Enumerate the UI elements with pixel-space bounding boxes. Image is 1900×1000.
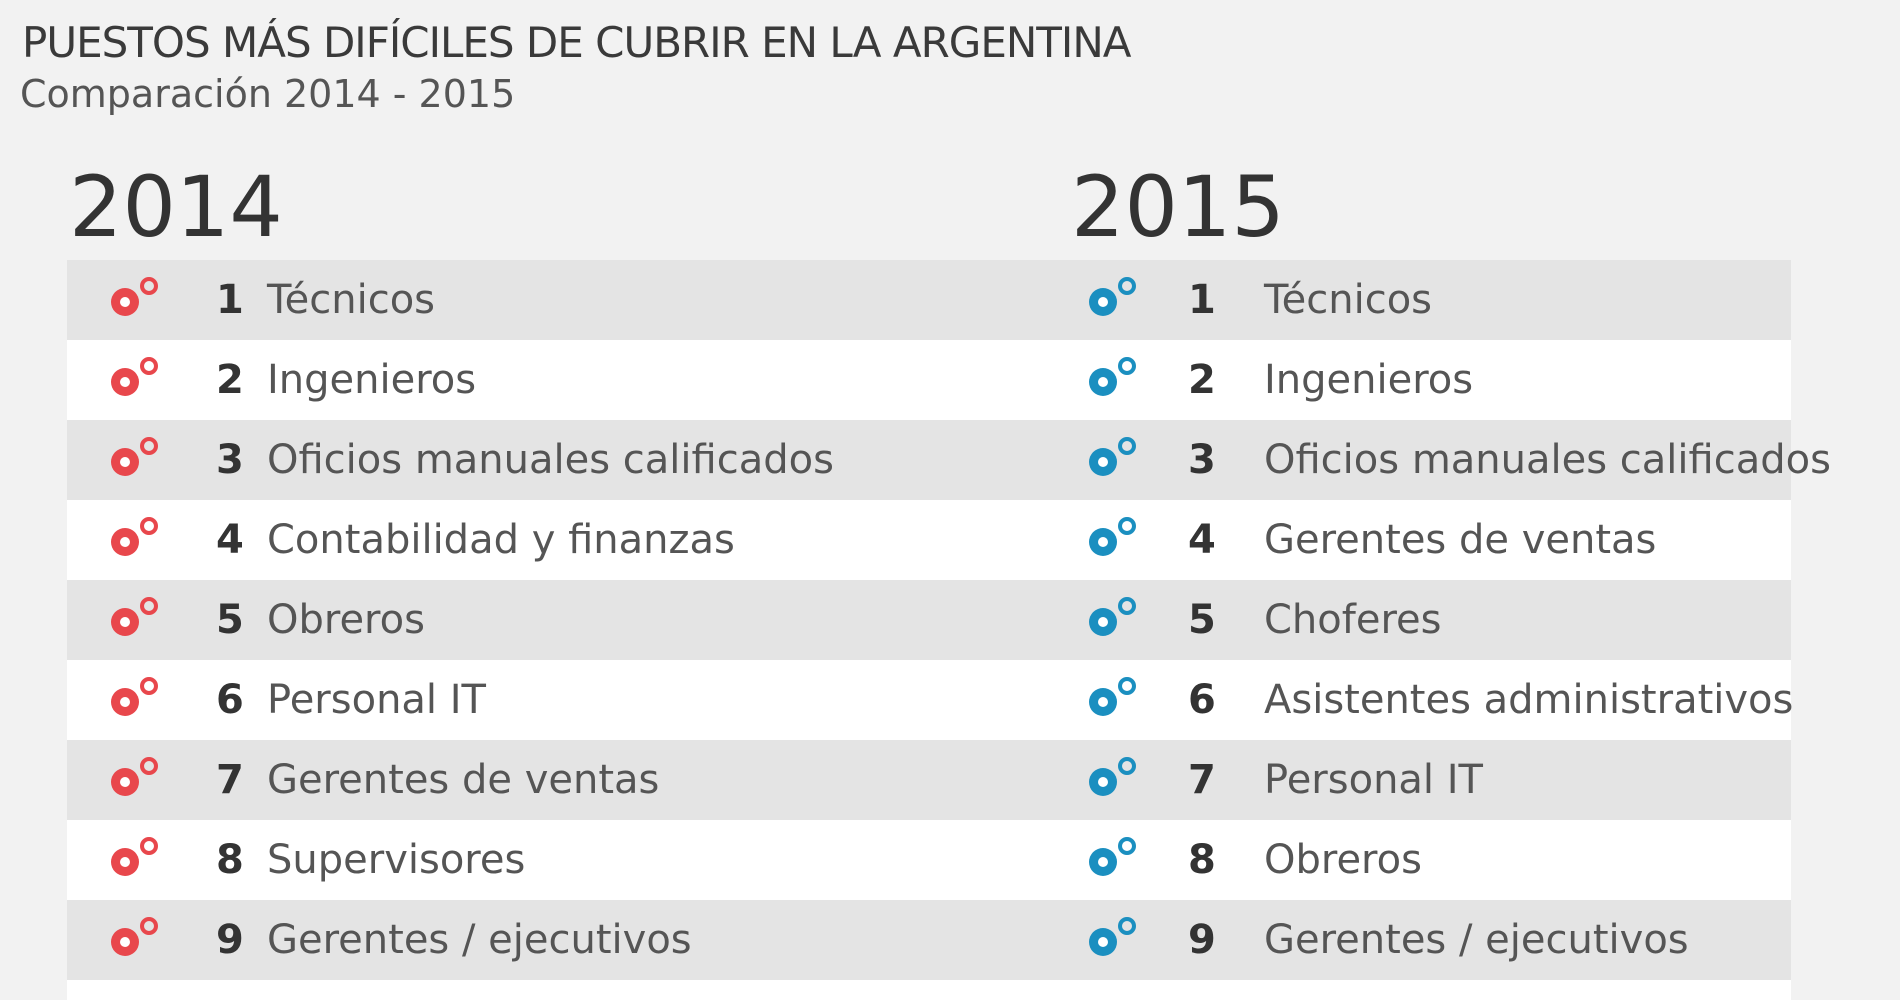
icon-shape [111,437,158,476]
icon-shape [111,517,158,556]
job-label: Asistentes administrativos [1264,677,1794,723]
job-label: Choferes [1264,597,1442,643]
rank-number: 3 [1188,437,1216,483]
rank-number: 6 [216,677,244,723]
row-icon [1083,672,1139,728]
icon-shape [1089,357,1136,396]
row-icon [105,912,161,968]
row-icon [105,512,161,568]
rank-number: 7 [1188,757,1216,803]
rank-number: 7 [216,757,244,803]
row-icon [1083,592,1139,648]
row-band [67,740,1791,820]
year-heading: 2014 [69,158,283,256]
rank-number: 8 [1188,837,1216,883]
row-icon [1083,752,1139,808]
icon-shape [1089,757,1136,796]
row-icon [1083,352,1139,408]
row-band [67,580,1791,660]
row-icon [1083,512,1139,568]
job-label: Gerentes de ventas [267,757,660,803]
row-icon [1083,432,1139,488]
icon-shape [1089,677,1136,716]
job-label: Ingenieros [267,357,477,403]
job-label: Obreros [1264,837,1422,883]
job-label: Técnicos [1264,277,1433,323]
row-icon [105,352,161,408]
icon-shape [111,357,158,396]
rank-number: 5 [216,597,244,643]
row-icon [105,672,161,728]
row-icon [1083,912,1139,968]
rank-number: 1 [1188,277,1216,323]
job-label: Ingenieros [1264,357,1474,403]
icon-shape [1089,837,1136,876]
row-band [67,900,1791,980]
rank-number: 2 [216,357,244,403]
icon-shape [1089,277,1136,316]
job-label: Gerentes de ventas [1264,517,1657,563]
icon-shape [111,837,158,876]
rank-number: 8 [216,837,244,883]
rank-number: 9 [216,917,244,963]
row-band [67,420,1791,500]
job-label: Oficios manuales calificados [1264,437,1831,483]
icon-shape [1089,917,1136,956]
rank-number: 4 [216,517,244,563]
row-icon [105,832,161,888]
row-band [67,660,1791,740]
job-label: Personal IT [1264,757,1483,803]
year-heading: 2015 [1071,158,1285,256]
job-label: Oficios manuales calificados [267,437,834,483]
job-label: Personal IT [267,677,486,723]
row-icon [105,752,161,808]
rank-number: 2 [1188,357,1216,403]
job-label: Gerentes / ejecutivos [1264,917,1689,963]
icon-shape [111,757,158,796]
icon-shape [111,917,158,956]
rank-number: 5 [1188,597,1216,643]
icon-shape [1089,597,1136,636]
job-label: Supervisores [267,837,526,883]
row-band [67,980,1791,1000]
icon-shape [111,277,158,316]
rank-number: 3 [216,437,244,483]
row-band [67,820,1791,900]
title: PUESTOS MÁS DIFÍCILES DE CUBRIR EN LA AR… [22,18,1131,67]
job-label: Técnicos [267,277,436,323]
row-band [67,340,1791,420]
job-label: Gerentes / ejecutivos [267,917,692,963]
rank-number: 1 [216,277,244,323]
icon-shape [1089,437,1136,476]
job-label: Obreros [267,597,425,643]
row-icon [1083,832,1139,888]
rank-number: 4 [1188,517,1216,563]
icon-shape [1089,517,1136,556]
row-icon [105,272,161,328]
row-band [67,260,1791,340]
row-icon [105,592,161,648]
job-label: Contabilidad y finanzas [267,517,735,563]
subtitle: Comparación 2014 - 2015 [20,72,516,116]
icon-shape [111,597,158,636]
row-band [67,500,1791,580]
rank-number: 9 [1188,917,1216,963]
icon-shape [111,677,158,716]
rank-number: 6 [1188,677,1216,723]
row-icon [105,432,161,488]
row-icon [1083,272,1139,328]
